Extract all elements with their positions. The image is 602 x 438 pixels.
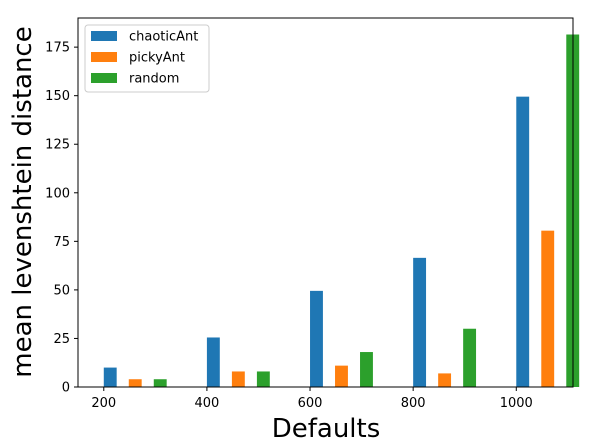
bar-chaoticAnt-1000 [516, 96, 530, 387]
legend-label-random: random [129, 72, 179, 87]
bar-pickyAnt-200 [128, 379, 142, 387]
bars-group [103, 34, 580, 387]
y-tick-label: 150 [45, 89, 70, 104]
y-tick-label: 175 [45, 41, 70, 56]
bar-random-800 [463, 328, 477, 387]
y-tick-label: 50 [53, 283, 70, 298]
x-tick-label: 400 [194, 396, 219, 411]
legend-swatch-random [91, 73, 117, 83]
y-tick-label: 25 [53, 332, 70, 347]
x-axis-ticks: 200 400 600 800 1000 [91, 387, 533, 411]
legend-swatch-chaoticAnt [91, 31, 117, 41]
plot-frame [77, 17, 574, 388]
bar-random-200 [153, 379, 167, 387]
bar-random-600 [360, 352, 373, 387]
legend-label-pickyAnt: pickyAnt [129, 51, 185, 66]
bar-chaoticAnt-400 [206, 337, 220, 387]
x-tick-label: 200 [91, 396, 116, 411]
legend-swatch-pickyAnt [91, 52, 117, 62]
x-tick-label: 800 [401, 396, 426, 411]
y-tick-label: 100 [45, 186, 70, 201]
x-tick-label: 600 [298, 396, 323, 411]
bar-chaoticAnt-800 [413, 257, 427, 387]
y-tick-label: 125 [45, 138, 70, 153]
y-axis-label: mean levenshtein distance [8, 26, 38, 377]
x-tick-label: 1000 [500, 396, 533, 411]
y-tick-label: 75 [53, 235, 70, 250]
bar-pickyAnt-1000 [541, 230, 555, 387]
bar-pickyAnt-800 [438, 373, 452, 387]
bar-chaoticAnt-200 [103, 367, 117, 387]
bar-random-400 [256, 371, 270, 387]
x-axis-label: Defaults [272, 414, 381, 438]
legend-label-chaoticAnt: chaoticAnt [129, 30, 198, 45]
y-axis-ticks: 0 25 50 75 100 125 150 175 [45, 41, 78, 396]
y-tick-label: 0 [62, 381, 70, 396]
bar-pickyAnt-600 [335, 365, 348, 387]
bar-pickyAnt-400 [231, 371, 245, 387]
legend: chaoticAnt pickyAnt random [84, 24, 210, 93]
bar-chaoticAnt-600 [310, 290, 323, 387]
